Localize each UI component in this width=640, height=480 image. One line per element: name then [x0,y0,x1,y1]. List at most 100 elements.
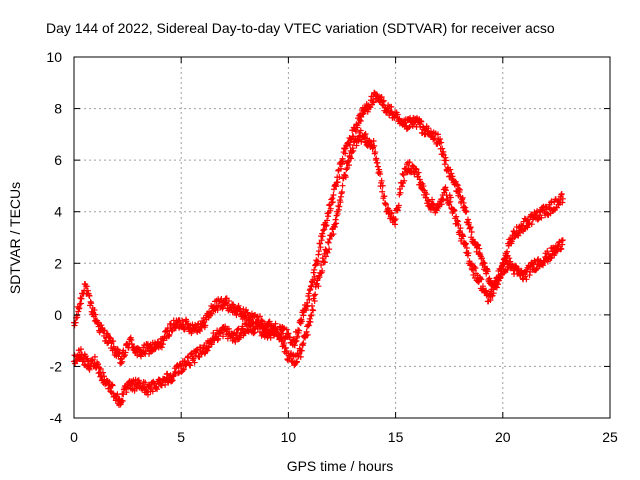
data-point [91,360,98,367]
data-point [123,389,130,396]
data-point [91,353,98,360]
data-point [304,331,311,338]
data-point [454,182,461,189]
x-tick-label: 15 [388,429,404,445]
data-point [232,338,239,345]
data-point [447,166,454,173]
data-point [423,191,430,198]
data-point [319,267,326,274]
data-point [164,370,171,377]
data-point [196,328,203,335]
x-tick-label: 20 [495,429,511,445]
data-point [77,295,84,302]
data-point [490,290,497,297]
data-point [465,250,472,257]
data-point [277,330,284,337]
data-point [317,244,324,251]
data-point [559,195,566,202]
data-point [340,158,347,165]
data-point [399,183,406,190]
data-point [303,328,310,335]
data-point [214,306,221,313]
data-point [339,182,346,189]
data-point [463,208,470,215]
data-point [452,178,459,185]
data-point [327,205,334,212]
data-point [298,347,305,354]
x-axis-label: GPS time / hours [287,458,394,474]
plot-frame [73,56,611,419]
data-point [180,365,187,372]
data-point [471,263,478,270]
data-point [263,326,270,333]
data-point [225,325,232,332]
data-point [388,209,395,216]
data-point [306,296,313,303]
data-point [448,170,455,177]
data-point [208,341,215,348]
data-point [379,188,386,195]
data-point [378,177,385,184]
data-point [451,207,458,214]
y-tick-label: 0 [54,307,62,323]
data-point [371,142,378,149]
data-point [394,111,401,118]
data-point [266,318,273,325]
data-point [361,131,368,138]
data-point [464,216,471,223]
y-tick-label: 10 [46,49,62,65]
data-point [438,201,445,208]
data-point [475,242,482,249]
data-point [442,157,449,164]
data-point [425,125,432,132]
data-point [456,186,463,193]
data-point [323,217,330,224]
data-point [119,397,126,404]
data-point [204,347,211,354]
data-point [472,265,479,272]
data-point [122,349,129,356]
data-point [300,340,307,347]
data-point [348,155,355,162]
data-point [528,221,535,228]
data-point [318,237,325,244]
data-point [497,274,504,281]
y-tick-label: 4 [54,204,62,220]
data-point [283,326,290,333]
data-point [501,268,508,275]
data-point [308,312,315,319]
data-point [392,216,399,223]
data-point [311,292,318,299]
data-point [91,307,98,314]
data-point [297,353,304,360]
data-point [220,333,227,340]
data-point [166,331,173,338]
data-point [342,150,349,157]
data-point [245,328,252,335]
data-point [254,325,261,332]
data-point [395,202,402,209]
data-point [324,249,331,256]
data-point [463,245,470,252]
data-point [378,93,385,100]
data-point [86,292,93,299]
y-tick-label: -4 [50,410,63,426]
data-point [343,166,350,173]
data-point [109,382,116,389]
data-point [453,213,460,220]
data-point [345,162,352,169]
data-point [339,161,345,168]
data-point [544,248,551,255]
data-point [114,346,121,353]
data-point [364,108,371,115]
data-point [330,192,337,199]
data-point [336,203,343,210]
data-point [248,320,255,327]
data-point [208,310,215,317]
data-point [381,193,388,200]
data-point [453,181,460,188]
data-point [484,268,491,275]
data-point [459,194,466,201]
data-point [406,159,413,166]
